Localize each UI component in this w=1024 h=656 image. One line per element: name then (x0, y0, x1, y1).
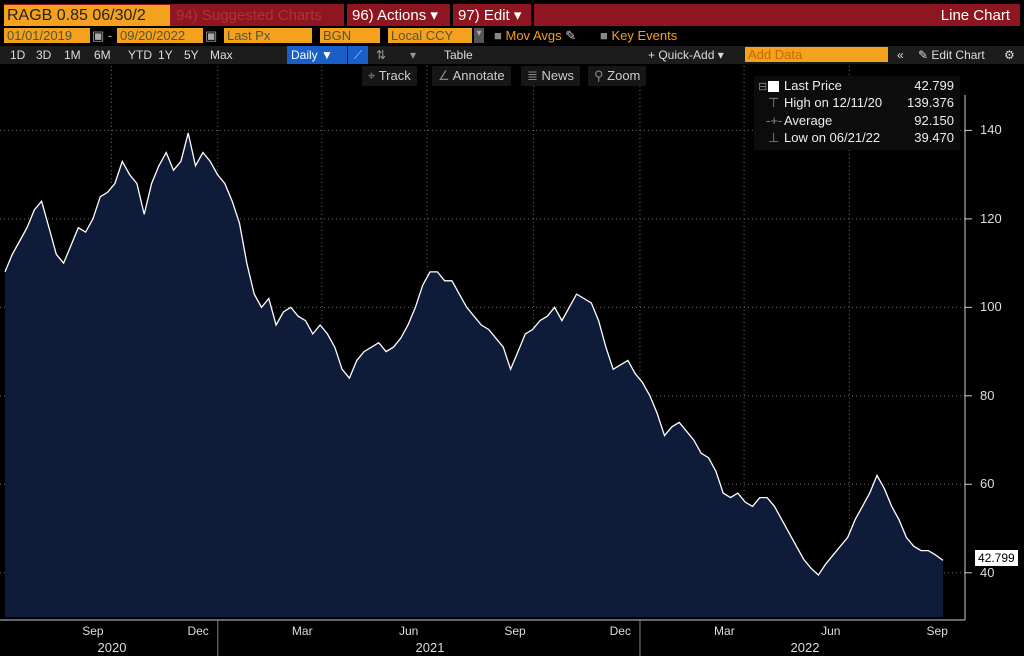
suggested-charts-button[interactable]: 94) Suggested Charts (176, 7, 322, 24)
x-tick-label: Sep (82, 624, 104, 638)
edit-menu[interactable]: 97) Edit ▾ (458, 7, 522, 24)
x-tick-label: Sep (504, 624, 526, 638)
annotate-label: Annotate (452, 68, 505, 83)
news-label: News (541, 68, 575, 83)
period-3d[interactable]: 3D (36, 48, 52, 62)
x-year-label: 2020 (97, 640, 127, 655)
x-tick-label: Jun (821, 624, 841, 638)
x-tick-label: Sep (926, 624, 948, 638)
x-tick-label: Dec (609, 624, 631, 638)
series-color-swatch (768, 81, 779, 92)
x-tick-label: Dec (187, 624, 209, 638)
legend-average-value: 92.150 (914, 113, 954, 128)
frequency-select[interactable]: Daily ▼ (287, 46, 347, 64)
track-label: Track (378, 68, 411, 83)
legend-average-label: Average (784, 113, 833, 128)
x-tick-label: Mar (714, 624, 735, 638)
edit-chart-label: Edit Chart (931, 48, 985, 62)
field-select[interactable]: Last Px (224, 28, 312, 43)
annotate-icon: ∠ (438, 68, 450, 83)
legend-high-value: 139.376 (907, 95, 954, 110)
period-1y[interactable]: 1Y (158, 48, 173, 62)
legend-low-label: Low on 06/21/22 (784, 130, 881, 145)
source-select[interactable]: BGN (320, 28, 380, 43)
currency-select[interactable]: Local CCY (388, 28, 472, 43)
key-events-toggle[interactable]: ■ Key Events (600, 28, 677, 43)
ticker-field[interactable]: RAGB 0.85 06/30/2 (4, 5, 170, 26)
news-icon: ≣ (527, 68, 538, 83)
quick-add-button[interactable]: + Quick-Add ▾ (648, 48, 724, 62)
crosshair-icon: ⌖ (368, 68, 376, 83)
period-1d[interactable]: 1D (10, 48, 26, 62)
start-date-input[interactable]: 01/01/2019 (4, 28, 90, 43)
mov-avgs-toggle[interactable]: ■ Mov Avgs ✎ (494, 28, 576, 44)
average-marker-icon: -+- (766, 113, 783, 128)
table-button[interactable]: Table (444, 48, 473, 62)
title-bar (4, 4, 1020, 26)
key-events-label: Key Events (611, 28, 678, 43)
x-year-label: 2022 (790, 640, 820, 655)
end-date-input[interactable]: 09/20/2022 (117, 28, 203, 43)
collapse-legend-icon[interactable]: ⊟ (758, 81, 768, 93)
line-chart-icon[interactable]: ⟋ (348, 46, 368, 64)
period-1m[interactable]: 1M (64, 48, 81, 62)
calendar-icon[interactable]: ▣ - (92, 28, 113, 43)
x-tick-label: Mar (291, 624, 313, 638)
y-tick-label: 40 (980, 564, 995, 580)
bar-style-icon[interactable]: ⇅ (376, 48, 387, 62)
chart-type-title: Line Chart (940, 7, 1010, 24)
magnifier-icon: ⚲ (594, 68, 604, 83)
x-tick-label: Jun (398, 624, 419, 638)
actions-menu[interactable]: 96) Actions ▾ (352, 7, 438, 24)
legend-high-label: High on 12/11/20 (784, 95, 883, 110)
checkbox-icon[interactable]: ■ (494, 28, 502, 43)
legend-low-value: 39.470 (914, 130, 954, 145)
style-dropdown-icon[interactable]: ▾ (410, 48, 417, 62)
legend-last-price-value: 42.799 (914, 78, 954, 93)
period-ytd[interactable]: YTD (128, 48, 152, 62)
y-tick-label: 140 (980, 122, 1002, 138)
period-max[interactable]: Max (210, 48, 233, 62)
track-button[interactable]: ⌖ Track (362, 66, 417, 86)
annotate-button[interactable]: ∠ Annotate (432, 66, 511, 86)
high-marker-icon: ⊤ (768, 95, 780, 110)
last-price-tag: 42.799 (975, 550, 1018, 566)
pencil-icon[interactable]: ✎ (565, 28, 577, 43)
chart-legend: ⊟ ⊤ -+- ⊥ Last Price 42.799 High on 12/1… (754, 76, 960, 150)
price-line (4, 132, 944, 576)
legend-last-price-label: Last Price (784, 78, 842, 93)
y-tick-label: 60 (980, 476, 995, 492)
y-tick-label: 80 (980, 387, 995, 403)
settings-gear-icon[interactable]: ⚙ (1004, 48, 1015, 62)
calendar-icon[interactable]: ▣ (205, 28, 218, 43)
add-data-input[interactable]: Add Data (745, 47, 888, 62)
y-tick-label: 100 (980, 299, 1002, 315)
news-button[interactable]: ≣ News (521, 66, 581, 86)
collapse-icon[interactable]: « (897, 48, 904, 62)
zoom-button[interactable]: ⚲ Zoom (588, 66, 647, 86)
period-5y[interactable]: 5Y (184, 48, 199, 62)
pencil-icon: ✎ (918, 48, 929, 62)
low-marker-icon: ⊥ (768, 130, 780, 145)
checkbox-icon[interactable]: ■ (600, 28, 608, 43)
edit-chart-button[interactable]: ✎ Edit Chart (918, 46, 985, 64)
price-area (5, 133, 943, 617)
x-year-label: 2021 (415, 640, 445, 655)
mov-avgs-label: Mov Avgs (505, 28, 562, 43)
period-6m[interactable]: 6M (94, 48, 111, 62)
currency-dropdown-icon[interactable]: ▾ (474, 28, 484, 43)
y-tick-label: 120 (980, 210, 1002, 226)
zoom-label: Zoom (607, 68, 641, 83)
